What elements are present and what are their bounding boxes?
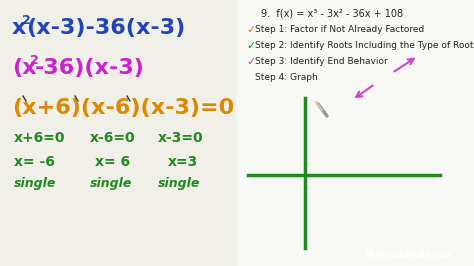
Text: ✓: ✓ <box>246 25 255 35</box>
Text: (x-3)-36(x-3): (x-3)-36(x-3) <box>26 18 185 38</box>
Text: ✓: ✓ <box>246 41 255 51</box>
Text: Step 3: Identify End Behavior: Step 3: Identify End Behavior <box>255 57 388 66</box>
Text: MrHowardMath.com: MrHowardMath.com <box>364 251 452 260</box>
Text: x-3=0: x-3=0 <box>158 131 204 145</box>
Bar <box>0 0 237 266</box>
Text: Step 1: Factor if Not Already Factored: Step 1: Factor if Not Already Factored <box>255 26 424 35</box>
Text: x= 6: x= 6 <box>95 155 130 169</box>
Text: single: single <box>14 177 56 190</box>
Text: 2: 2 <box>30 55 39 68</box>
Text: single: single <box>90 177 132 190</box>
Text: single: single <box>158 177 201 190</box>
Text: Step 2: Identify Roots Including the Type of Root (Single, Double, Triple): Step 2: Identify Roots Including the Typ… <box>255 41 474 51</box>
Text: Step 4: Graph: Step 4: Graph <box>255 73 318 82</box>
Text: (x+6)(x-6)(x-3)=0: (x+6)(x-6)(x-3)=0 <box>12 98 234 118</box>
Text: x: x <box>12 18 27 38</box>
Text: x-6=0: x-6=0 <box>90 131 136 145</box>
Text: -36)(x-3): -36)(x-3) <box>35 58 145 78</box>
Text: (x: (x <box>12 58 36 78</box>
Text: 2: 2 <box>22 15 31 27</box>
Bar <box>237 0 474 266</box>
Text: x=3: x=3 <box>168 155 198 169</box>
Text: ✓: ✓ <box>246 57 255 67</box>
Text: 9.  f(x) = x³ - 3x² - 36x + 108: 9. f(x) = x³ - 3x² - 36x + 108 <box>261 9 403 19</box>
Text: x= -6: x= -6 <box>14 155 55 169</box>
Text: x+6=0: x+6=0 <box>14 131 65 145</box>
